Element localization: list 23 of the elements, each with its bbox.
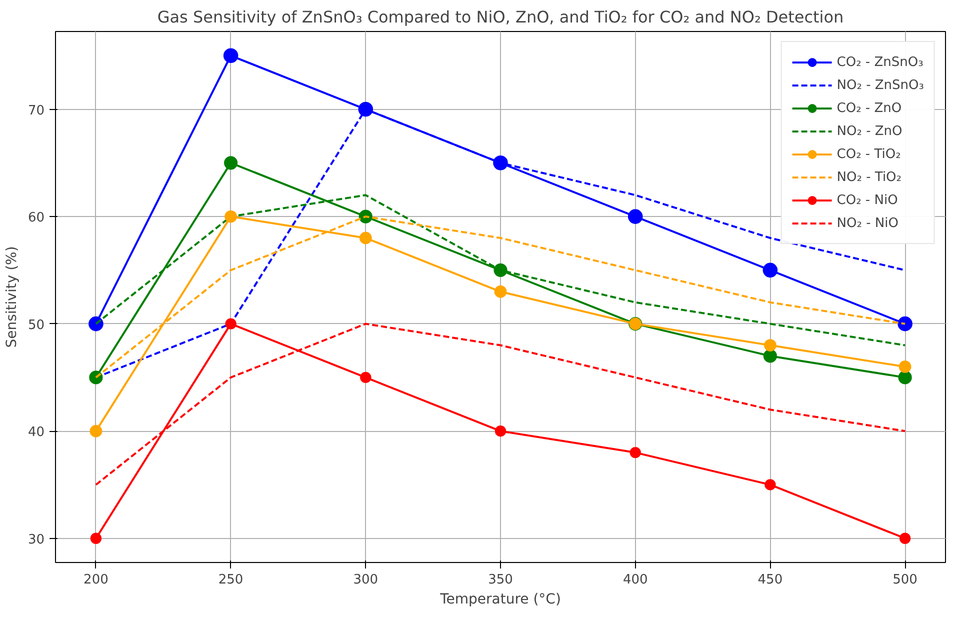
legend-label: CO₂ - ZnO: [836, 100, 902, 116]
x-axis-title: Temperature (°C): [439, 592, 561, 608]
x-tick-label: 200: [84, 572, 108, 588]
y-tick-label: 50: [28, 318, 45, 333]
legend-label: NO₂ - ZnSnO₃: [836, 78, 924, 92]
chart-title: Gas Sensitivity of ZnSnO₃ Compared to NiO, ZnO, and TiO₂ for CO₂ and NO₂ Detection: [157, 8, 844, 26]
y-tick-label: 60: [28, 210, 45, 226]
legend-label: NO₂ - TiO₂: [836, 170, 902, 184]
legend-label: NO₂ - NiO: [836, 216, 898, 230]
legend-label: CO₂ - TiO₂: [836, 146, 901, 162]
y-axis-title: Sensitivity (%): [4, 246, 20, 348]
y-tick-label: 30: [28, 532, 45, 548]
x-tick-label: 300: [353, 572, 378, 588]
x-tick-label: 350: [488, 572, 513, 588]
x-tick-label: 250: [218, 572, 244, 588]
legend-label: CO₂ - ZnSnO₃: [836, 54, 924, 70]
legend-label: NO₂ - ZnO: [836, 124, 902, 138]
x-tick-label: 400: [622, 572, 648, 588]
y-tick-label: 70: [28, 103, 45, 118]
x-tick-label: 500: [892, 572, 918, 588]
x-tick-label: 450: [758, 572, 783, 588]
legend-label: CO₂ - NiO: [836, 192, 898, 208]
y-tick-label: 40: [28, 425, 45, 440]
